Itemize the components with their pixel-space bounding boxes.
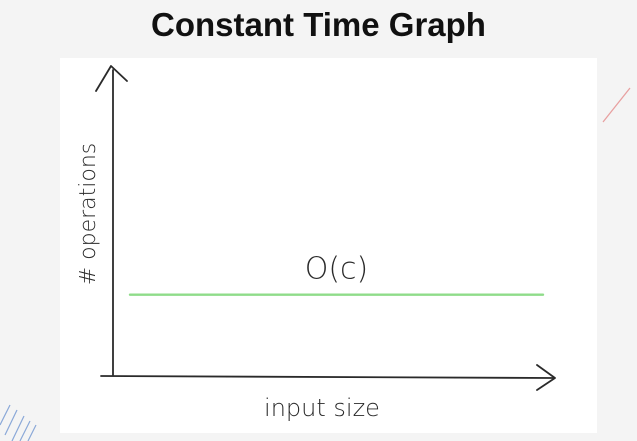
y-axis-label: # operations — [76, 143, 101, 286]
x-axis — [100, 375, 554, 379]
chart-paper — [60, 58, 597, 433]
decor-hatch-lines — [0, 404, 37, 441]
x-axis-label: input size — [264, 394, 380, 422]
slide-title: Constant Time Graph — [151, 6, 486, 43]
x-axis-arrow-icon — [536, 364, 556, 391]
y-axis-arrow-icon — [95, 65, 128, 92]
decor-red-line — [602, 87, 631, 123]
series-label: O(c) — [305, 252, 369, 287]
